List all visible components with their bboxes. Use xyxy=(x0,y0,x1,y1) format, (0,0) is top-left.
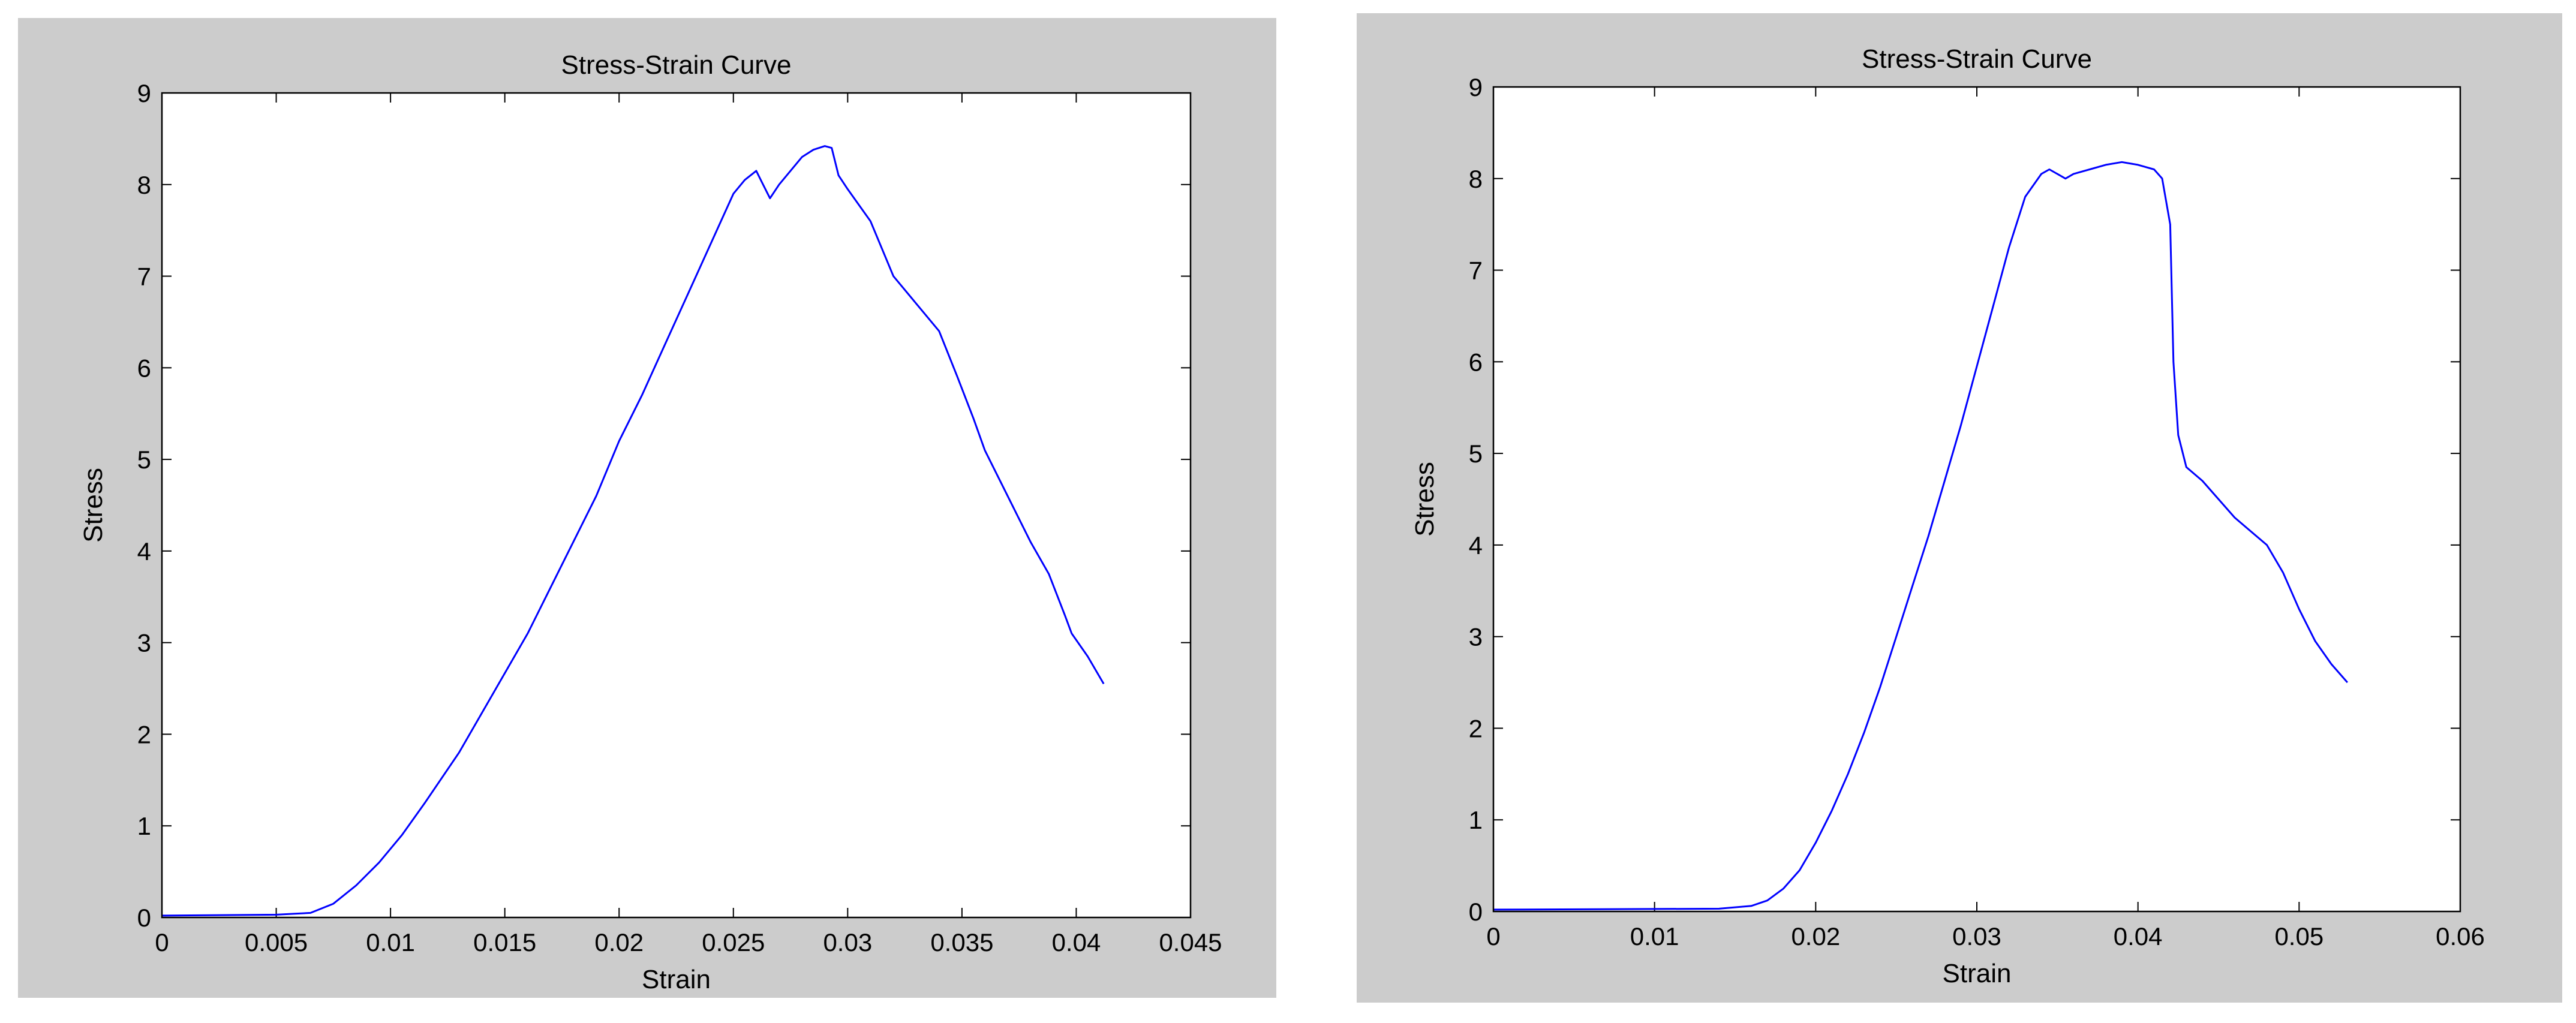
y-tick-label: 9 xyxy=(137,79,151,107)
x-axis-label: Strain xyxy=(642,965,711,994)
figure-right: Stress-Strain Curve 0 0.01 0.02 0.03 0.04 0.05… xyxy=(1357,13,2562,1003)
plot-area xyxy=(162,93,1191,917)
y-tick-label: 3 xyxy=(1469,623,1483,651)
y-tick-label: 6 xyxy=(1469,348,1483,376)
x-tick-label: 0.02 xyxy=(594,928,644,956)
chart-title: Stress-Strain Curve xyxy=(561,50,792,80)
stress-strain-chart-right: Stress-Strain Curve 0 0.01 0.02 0.03 0.04 0.05… xyxy=(1410,44,2485,988)
x-tick-label: 0.02 xyxy=(1791,922,1840,950)
x-tick-label: 0.06 xyxy=(2436,922,2485,950)
axes-frame xyxy=(1492,86,2461,913)
x-tick-label: 0.045 xyxy=(1159,928,1222,956)
y-tick-label: 1 xyxy=(1469,806,1483,834)
x-tick-label: 0.025 xyxy=(702,928,765,956)
y-axis-label: Stress xyxy=(1410,462,1439,537)
x-tick-label: 0.05 xyxy=(2274,922,2323,950)
x-tick-label: 0.015 xyxy=(473,928,536,956)
stress-strain-chart-left: Stress-Strain Curve 0 0.005 0.01 0.015 0.02 0.… xyxy=(79,50,1222,994)
x-tick-label: 0.005 xyxy=(245,928,308,956)
y-axis-label: Stress xyxy=(79,468,108,543)
y-tick-label: 0 xyxy=(137,904,151,932)
y-tick-label: 3 xyxy=(137,629,151,657)
y-tick-label: 1 xyxy=(137,812,151,840)
x-tick-label: 0.04 xyxy=(2114,922,2163,950)
plot-area xyxy=(1493,87,2460,911)
y-tick-label: 5 xyxy=(1469,440,1483,468)
x-tick-label: 0 xyxy=(1486,922,1500,950)
y-tick-label: 8 xyxy=(1469,165,1483,193)
y-tick-label: 7 xyxy=(137,263,151,291)
y-tick-label: 2 xyxy=(1469,714,1483,742)
x-tick-label: 0 xyxy=(155,928,169,956)
axes-frame xyxy=(161,92,1192,919)
chart-title: Stress-Strain Curve xyxy=(1862,44,2092,74)
y-tick-label: 2 xyxy=(137,720,151,748)
x-tick-label: 0.03 xyxy=(1952,922,2001,950)
y-tick-label: 6 xyxy=(137,354,151,382)
y-tick-label: 9 xyxy=(1469,73,1483,101)
x-tick-label: 0.01 xyxy=(1630,922,1679,950)
y-tick-label: 8 xyxy=(137,171,151,199)
x-tick-label: 0.01 xyxy=(366,928,415,956)
x-tick-label: 0.04 xyxy=(1052,928,1101,956)
series-line xyxy=(161,145,1105,917)
y-tick-label: 4 xyxy=(1469,531,1483,559)
y-tick-label: 5 xyxy=(137,446,151,474)
figure-left: Stress-Strain Curve 0 0.005 0.01 0.015 0.02 0.… xyxy=(18,18,1276,998)
x-tick-label: 0.035 xyxy=(930,928,993,956)
x-axis-label: Strain xyxy=(1943,959,2012,988)
x-tick-label: 0.03 xyxy=(823,928,872,956)
y-tick-label: 4 xyxy=(137,537,151,565)
y-tick-label: 0 xyxy=(1469,898,1483,926)
y-tick-label: 7 xyxy=(1469,257,1483,285)
series-line xyxy=(1493,161,2349,911)
